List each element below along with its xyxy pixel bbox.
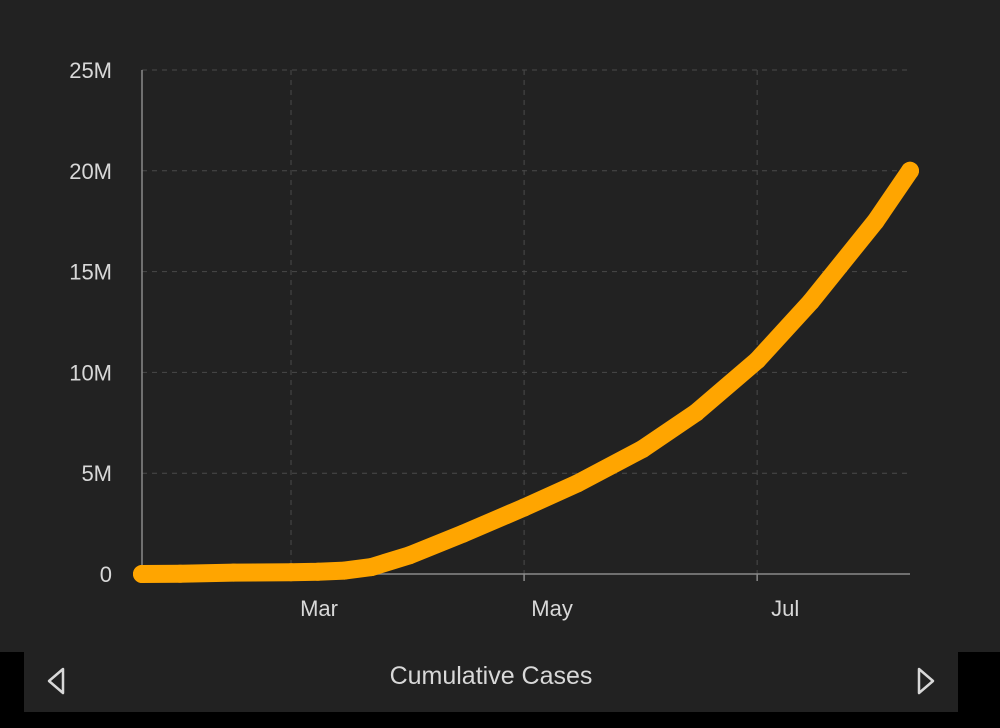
data-point [400, 546, 419, 565]
triangle-right-icon [917, 667, 935, 695]
y-tick-label: 5M [81, 461, 112, 486]
data-point [282, 563, 300, 582]
y-tick-label: 25M [69, 58, 112, 83]
data-point [133, 565, 151, 583]
next-chart-button[interactable] [914, 666, 938, 696]
data-point [568, 474, 587, 493]
data-point [171, 564, 190, 583]
series-group [133, 161, 919, 583]
y-tick-labels: 0 5M 10M 15M 20M 25M [69, 58, 112, 587]
x-tick-label: Jul [771, 596, 799, 621]
data-point [687, 403, 705, 422]
data-point [901, 161, 919, 180]
data-point [801, 292, 820, 311]
y-tick-label: 10M [69, 360, 112, 385]
grid-lines [142, 69, 910, 574]
data-point [866, 212, 885, 231]
data-point [454, 524, 472, 543]
y-tick-label: 15M [69, 260, 112, 285]
data-point [633, 440, 652, 458]
data-point [224, 563, 243, 582]
y-tick-label: 20M [69, 159, 112, 184]
data-point [748, 351, 767, 370]
x-tick-label: Mar [300, 596, 338, 621]
previous-chart-button[interactable] [44, 666, 68, 696]
data-point [515, 498, 534, 517]
cumulative-cases-chart: 0 5M 10M 15M 20M 25M Mar May Jul [69, 58, 919, 621]
x-tick-labels: Mar May Jul [300, 596, 799, 621]
x-tick-label: May [531, 596, 573, 621]
data-point [308, 562, 327, 581]
triangle-left-icon [47, 667, 65, 695]
chart-title: Cumulative Cases [389, 662, 593, 690]
data-point [335, 561, 354, 580]
y-tick-label: 0 [100, 562, 112, 587]
data-point [362, 558, 381, 577]
chart-panel: 0 5M 10M 15M 20M 25M Mar May Jul [0, 0, 1000, 652]
chart-footer: Cumulative Cases [24, 648, 958, 712]
